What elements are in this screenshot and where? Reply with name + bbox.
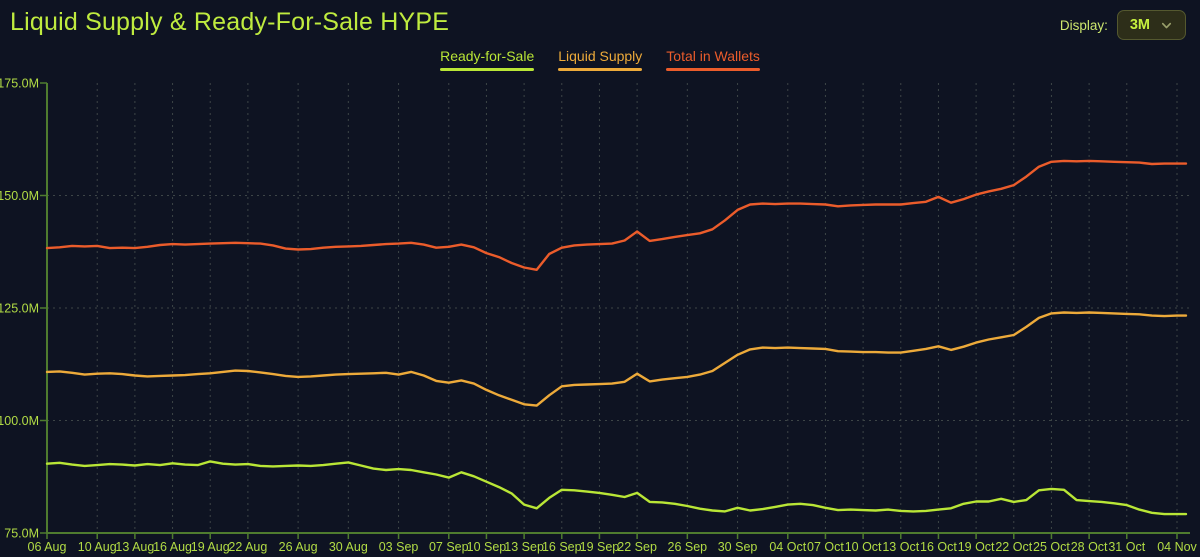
display-control: Display: 3M: [1060, 10, 1186, 40]
x-tick-label: 19 Sep: [580, 540, 620, 554]
x-tick-label: 13 Oct: [882, 540, 919, 554]
grid-lines: [47, 83, 1190, 533]
x-tick-label: 13 Aug: [115, 540, 154, 554]
legend-underline: [666, 68, 760, 71]
x-tick-label: 19 Aug: [191, 540, 230, 554]
x-tick-label: 07 Sep: [429, 540, 469, 554]
chart-legend: Ready-for-Sale Liquid Supply Total in Wa…: [0, 49, 1200, 71]
x-tick-label: 31 Oct: [1108, 540, 1145, 554]
x-tick-label: 19 Oct: [958, 540, 995, 554]
x-tick-label: 30 Aug: [329, 540, 368, 554]
y-tick-label: 100.0M: [0, 414, 39, 428]
display-range-value: 3M: [1129, 17, 1150, 33]
series-line-liquid-supply: [45, 311, 1188, 407]
series-line-total-in-wallets: [45, 159, 1188, 271]
legend-underline: [558, 68, 643, 71]
legend-label: Liquid Supply: [558, 48, 643, 64]
x-tick-label: 16 Aug: [153, 540, 192, 554]
x-tick-label: 22 Sep: [617, 540, 657, 554]
x-tick-label: 07 Oct: [807, 540, 844, 554]
y-tick-label: 175.0M: [0, 77, 39, 91]
x-tick-label: 26 Sep: [668, 540, 708, 554]
y-tick-label: 150.0M: [0, 189, 39, 203]
legend-label: Total in Wallets: [666, 48, 760, 64]
x-tick-label: 30 Sep: [718, 540, 758, 554]
y-tick-label: 75.0M: [4, 527, 39, 541]
series-line-ready-for-sale: [45, 460, 1188, 516]
x-tick-label: 25 Oct: [1033, 540, 1070, 554]
x-tick-label: 04 Nov: [1157, 540, 1197, 554]
x-tick-label: 04 Oct: [769, 540, 806, 554]
x-tick-label: 10 Oct: [845, 540, 882, 554]
legend-label: Ready-for-Sale: [440, 48, 535, 64]
x-tick-label: 03 Sep: [379, 540, 419, 554]
display-label: Display:: [1059, 17, 1108, 33]
x-tick-label: 10 Aug: [78, 540, 117, 554]
x-tick-label: 26 Aug: [279, 540, 318, 554]
x-tick-label: 13 Sep: [504, 540, 544, 554]
x-tick-label: 28 Oct: [1071, 540, 1108, 554]
axis-ticks: [40, 82, 1178, 539]
legend-item-liquid-supply[interactable]: Liquid Supply: [558, 48, 643, 71]
chevron-down-icon: [1161, 22, 1172, 28]
x-tick-label: 06 Aug: [28, 540, 67, 554]
x-tick-label: 22 Aug: [228, 540, 267, 554]
x-tick-label: 10 Sep: [467, 540, 507, 554]
page-title: Liquid Supply & Ready-For-Sale HYPE: [10, 8, 450, 36]
y-axis-labels: 175.0M 150.0M 125.0M 100.0M 75.0M: [0, 77, 39, 541]
x-tick-label: 16 Oct: [920, 540, 957, 554]
legend-item-ready-for-sale[interactable]: Ready-for-Sale: [440, 48, 535, 71]
x-tick-label: 22 Oct: [995, 540, 1032, 554]
display-range-select[interactable]: 3M: [1116, 10, 1186, 40]
legend-underline: [440, 68, 535, 71]
legend-item-total-in-wallets[interactable]: Total in Wallets: [666, 49, 760, 71]
x-tick-label: 16 Sep: [542, 540, 582, 554]
y-tick-label: 125.0M: [0, 302, 39, 316]
